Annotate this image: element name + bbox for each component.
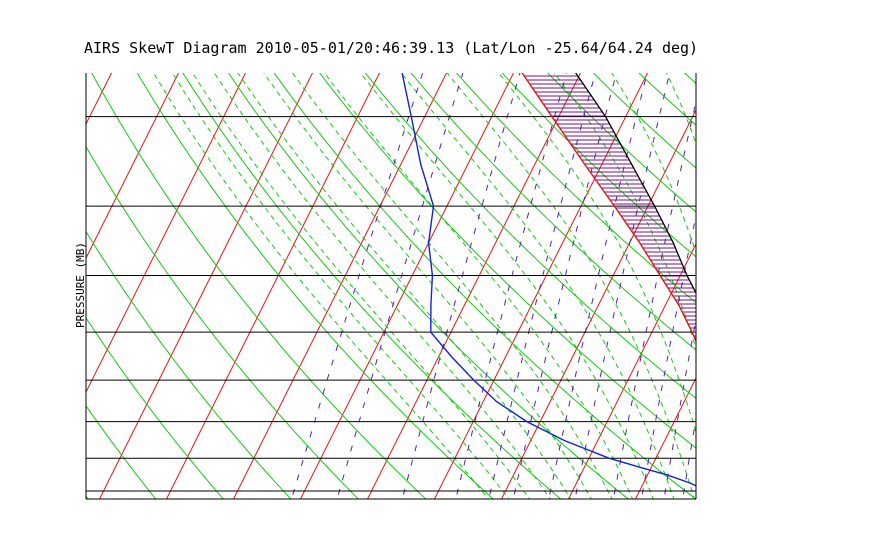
isotherm-line xyxy=(98,73,314,499)
isotherm-line xyxy=(0,0,134,509)
dry-adiabat-line xyxy=(730,0,870,509)
dry-adiabat-line xyxy=(661,0,870,509)
moist-adiabat-line xyxy=(716,0,838,509)
dry-adiabat-line xyxy=(86,230,292,499)
mixing-ratio-line xyxy=(336,73,464,499)
isotherm-line xyxy=(697,0,870,509)
moist-adiabat-line xyxy=(213,73,551,499)
moist-adiabat-line xyxy=(400,73,675,499)
moist-adiabat-line xyxy=(791,0,858,509)
dry-adiabat-line xyxy=(91,73,427,499)
mixing-ratio-line xyxy=(488,73,596,499)
mixing-ratio-line xyxy=(736,0,870,509)
mixing-ratio-line xyxy=(814,0,870,509)
dry-adiabat-line xyxy=(319,73,696,449)
sounding-traces xyxy=(401,73,696,487)
dry-adiabat-line xyxy=(86,316,224,499)
isotherm-line xyxy=(831,0,870,509)
dry-adiabat-line xyxy=(765,0,870,509)
moist-adiabat-line xyxy=(666,73,696,145)
mixing-ratio-line xyxy=(291,73,424,499)
dry-adiabat-line xyxy=(453,0,870,509)
mixing-ratio-line xyxy=(682,415,696,499)
dewpoint-temp-trace xyxy=(401,73,696,487)
grid-lines xyxy=(0,0,870,509)
mixing-ratio-line xyxy=(574,73,671,499)
isotherm-line xyxy=(764,0,870,509)
ambient-temp-trace xyxy=(521,73,696,343)
dry-adiabat-line xyxy=(592,73,696,169)
axes xyxy=(85,73,697,500)
moist-adiabat-line xyxy=(171,73,510,499)
isotherm-line xyxy=(165,73,381,499)
y-axis-label: PRESSURE (MB) xyxy=(74,242,87,328)
dry-adiabat-line xyxy=(834,0,870,509)
dry-adiabat-line xyxy=(86,145,359,499)
mixing-ratio-line xyxy=(760,0,870,509)
mixing-ratio-line xyxy=(781,0,870,509)
mixing-ratio-line xyxy=(705,0,847,509)
moist-adiabat-line xyxy=(291,73,613,499)
isotherm-line xyxy=(634,376,696,499)
dry-adiabat-line xyxy=(592,0,870,509)
moist-adiabat-line xyxy=(237,73,572,499)
moist-adiabat-line xyxy=(263,73,592,499)
mixing-ratio-line xyxy=(663,316,696,499)
dry-adiabat-line xyxy=(0,0,28,509)
isotherm-line xyxy=(567,242,696,499)
moist-adiabat-line xyxy=(446,73,695,499)
isotherm-line xyxy=(299,73,515,499)
isotherm-line xyxy=(366,73,582,499)
dry-adiabat-line xyxy=(547,73,696,213)
isotherm-line xyxy=(232,73,448,499)
isotherm-line xyxy=(500,108,696,499)
moist-adiabat-line xyxy=(497,73,696,434)
isotherm-line xyxy=(0,0,67,509)
dry-adiabat-line xyxy=(182,73,562,499)
isotherm-line xyxy=(86,73,247,394)
mixing-ratio-line xyxy=(640,213,696,499)
dry-adiabat-line xyxy=(410,73,696,351)
dry-adiabat-line xyxy=(626,0,870,509)
moist-adiabat-line xyxy=(153,73,490,499)
dry-adiabat-line xyxy=(696,0,870,509)
dry-adiabat-line xyxy=(364,73,696,399)
chart-title: AIRS SkewT Diagram 2010-05-01/20:46:39.1… xyxy=(84,39,698,57)
dry-adiabat-line xyxy=(557,0,870,509)
isotherm-line xyxy=(86,73,180,260)
isotherm-line xyxy=(86,73,113,126)
dry-adiabat-line xyxy=(800,0,870,509)
isotherm-line xyxy=(433,73,649,499)
